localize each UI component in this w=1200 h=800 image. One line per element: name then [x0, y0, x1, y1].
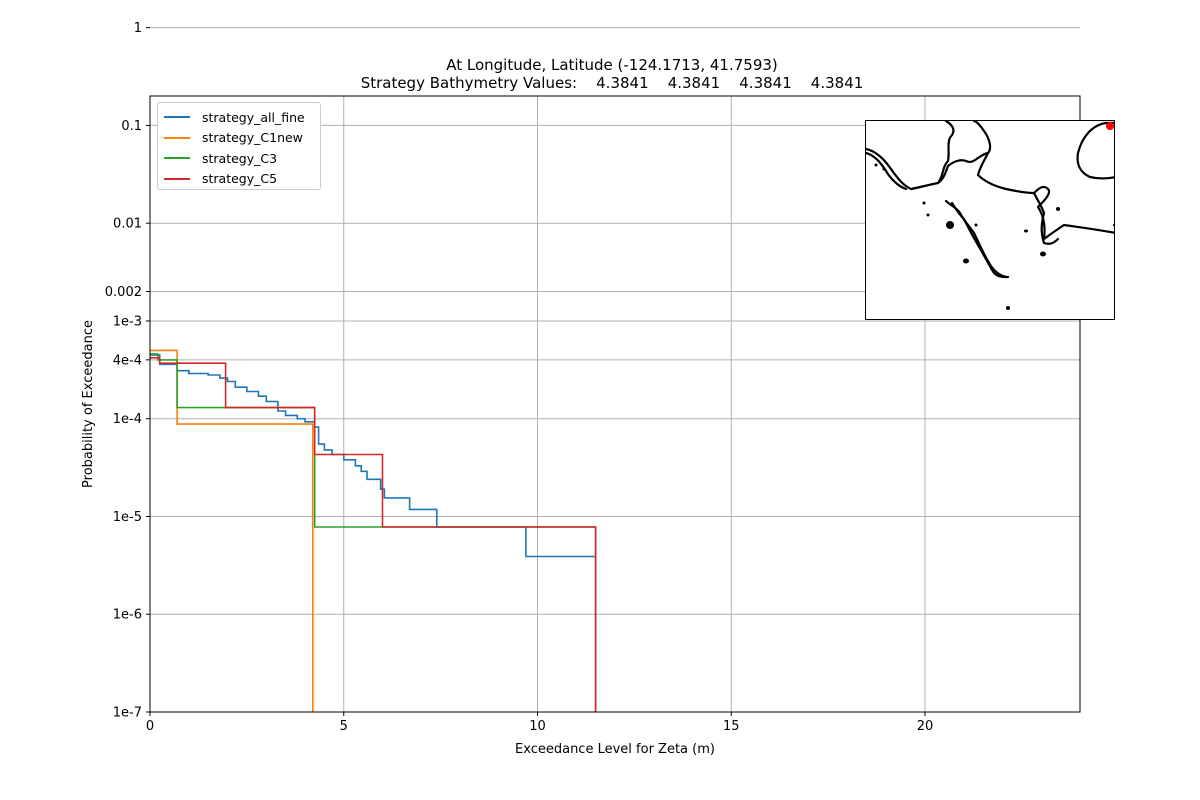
legend-item-all-fine: strategy_all_fine	[164, 107, 314, 128]
y-tick-label: 0.1	[121, 119, 142, 134]
legend-label: strategy_C3	[202, 150, 278, 166]
y-tick-label: 0.01	[113, 217, 142, 232]
legend: strategy_all_fine strategy_C1new strateg…	[157, 102, 321, 190]
series-group	[150, 349, 597, 712]
legend-item-c3: strategy_C3	[164, 148, 314, 169]
chart-title-line1: At Longitude, Latitude (-124.1713, 41.75…	[446, 56, 778, 74]
series-line-strategy-c5	[150, 356, 597, 712]
x-tick-label: 20	[917, 719, 934, 734]
coastline-map	[866, 121, 1114, 310]
plot-frame	[149, 95, 1081, 713]
y-axis-ticks: 1 0.1 0.01 0.002 1e-3 4e-4 1e-4 1e-5 1e-6 1e-7	[105, 21, 150, 721]
y-tick-label: 0.002	[105, 285, 142, 300]
location-marker	[1106, 122, 1114, 130]
legend-label: strategy_all_fine	[202, 109, 305, 125]
legend-item-c1new: strategy_C1new	[164, 128, 314, 149]
legend-label: strategy_C1new	[202, 130, 303, 146]
series-line-strategy-c1new	[150, 349, 314, 712]
x-tick-label: 0	[146, 719, 154, 734]
x-tick-label: 15	[723, 719, 740, 734]
inset-location-map	[865, 120, 1115, 320]
series-line-strategy-all-fine	[150, 354, 596, 558]
legend-swatch	[164, 116, 190, 119]
legend-item-c5: strategy_C5	[164, 169, 314, 190]
legend-swatch	[164, 177, 190, 180]
y-axis-label: Probability of Exceedance	[81, 320, 96, 488]
x-tick-label: 10	[529, 719, 546, 734]
x-axis-ticks: 0 5 10 15 20	[146, 712, 933, 734]
legend-swatch	[164, 136, 190, 139]
y-tick-label: 1	[134, 21, 142, 36]
y-tick-label: 1e-6	[113, 608, 142, 623]
series-line-strategy-c3	[150, 353, 597, 712]
y-tick-label: 1e-5	[113, 510, 142, 525]
x-tick-label: 5	[340, 719, 348, 734]
y-tick-label: 4e-4	[113, 353, 142, 368]
y-tick-label: 1e-4	[113, 412, 142, 427]
y-tick-label: 1e-3	[113, 314, 142, 329]
legend-label: strategy_C5	[202, 171, 278, 187]
x-axis-label: Exceedance Level for Zeta (m)	[515, 742, 715, 757]
y-tick-label: 1e-7	[113, 706, 142, 721]
chart-title-line2: Strategy Bathymetry Values: 4.3841 4.384…	[361, 74, 864, 92]
legend-swatch	[164, 157, 190, 160]
